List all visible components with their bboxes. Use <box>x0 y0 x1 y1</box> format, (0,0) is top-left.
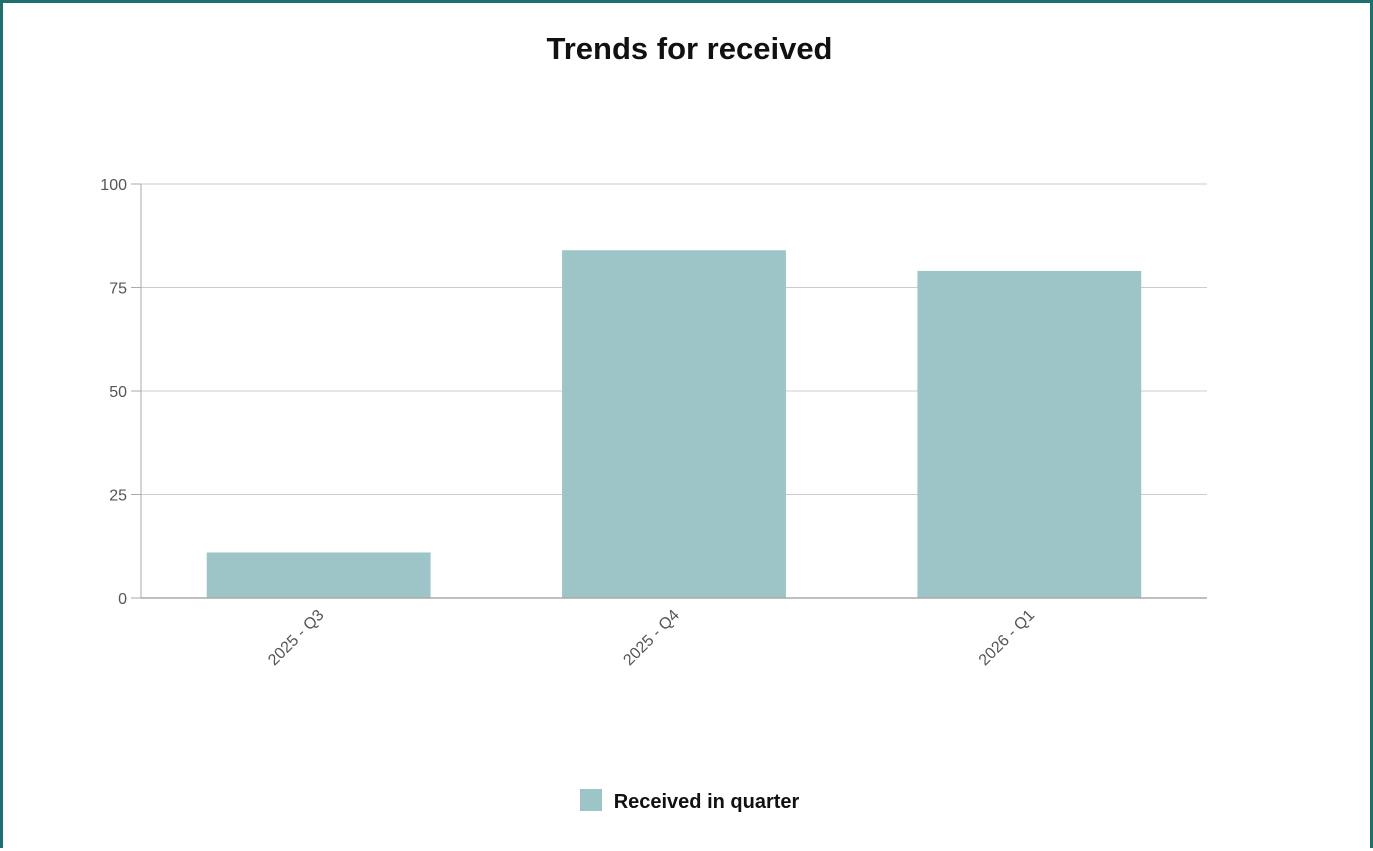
y-tick-label: 0 <box>118 591 127 608</box>
legend[interactable]: Received in quarter <box>3 785 1373 814</box>
x-tick-label: 2025 - Q4 <box>620 607 682 669</box>
chart-title: Trends for received <box>546 31 833 66</box>
y-tick-label: 50 <box>109 384 127 401</box>
y-tick-label: 25 <box>109 488 127 505</box>
x-tick-label: 2025 - Q3 <box>265 607 327 669</box>
x-tick-label: 2026 - Q1 <box>976 607 1038 669</box>
x-axis-ticks: 2025 - Q3 2025 - Q4 2026 - Q1 <box>265 607 1038 669</box>
bar <box>562 250 786 599</box>
legend-label: Received in quarter <box>613 791 800 813</box>
bar <box>917 270 1142 598</box>
y-axis-ticks: 0 25 50 75 100 <box>100 177 141 608</box>
bar <box>206 552 431 598</box>
y-tick-label: 75 <box>109 281 127 298</box>
axes <box>140 184 1207 599</box>
bars <box>206 250 1142 599</box>
legend-swatch <box>579 788 602 811</box>
bar-chart: 0 25 50 75 100 2025 - Q3 2025 - Q4 2026 - Q1 <box>100 177 1207 669</box>
y-tick-label: 100 <box>100 177 127 194</box>
